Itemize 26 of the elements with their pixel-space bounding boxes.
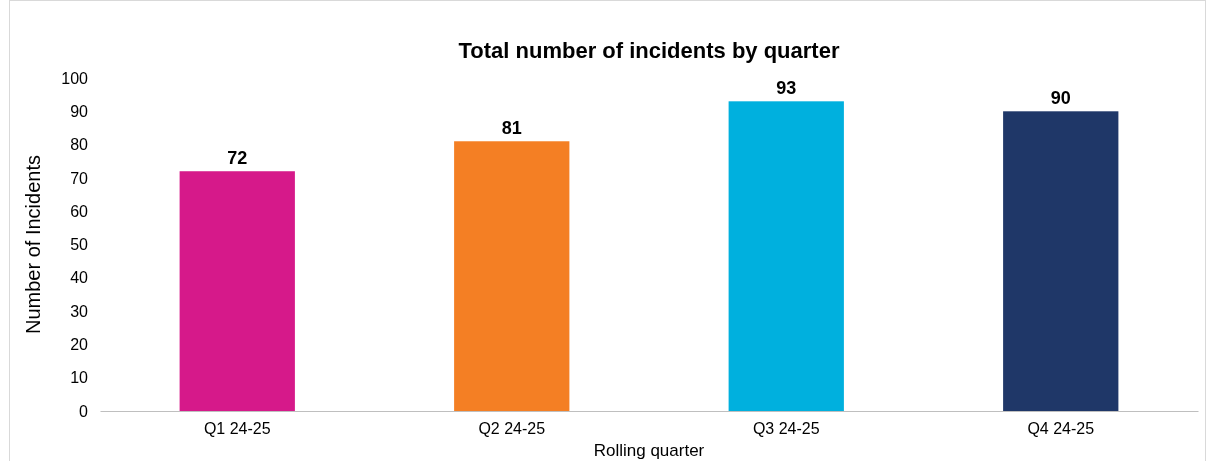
y-tick-label: 60 bbox=[70, 202, 89, 220]
x-tick-label: Q1 24-25 bbox=[203, 420, 271, 438]
bar bbox=[454, 141, 570, 411]
y-tick-label: 90 bbox=[70, 102, 89, 120]
y-tick-label: 80 bbox=[70, 136, 89, 154]
y-tick-label: 0 bbox=[79, 402, 89, 420]
y-tick-label: 30 bbox=[70, 302, 89, 320]
x-tick-label: Q3 24-25 bbox=[752, 420, 820, 438]
chart-title: Total number of incidents by quarter bbox=[458, 38, 840, 63]
y-tick-label: 100 bbox=[61, 69, 89, 87]
x-tick-label: Q4 24-25 bbox=[1027, 420, 1095, 438]
data-label: 93 bbox=[776, 78, 797, 99]
y-axis-title: Number of Incidents bbox=[22, 155, 44, 334]
data-label: 81 bbox=[501, 118, 522, 139]
bar bbox=[1003, 111, 1119, 411]
x-axis-title: Rolling quarter bbox=[593, 441, 705, 460]
x-tick-label: Q2 24-25 bbox=[478, 420, 546, 438]
y-tick-label: 40 bbox=[70, 269, 89, 287]
bar bbox=[179, 171, 295, 411]
data-label: 72 bbox=[227, 148, 248, 169]
y-tick-label: 50 bbox=[70, 236, 89, 254]
data-label: 90 bbox=[1050, 88, 1071, 109]
bar bbox=[728, 101, 844, 411]
y-tick-label: 20 bbox=[70, 336, 89, 354]
y-tick-label: 70 bbox=[70, 169, 89, 187]
y-tick-label: 10 bbox=[70, 369, 89, 387]
